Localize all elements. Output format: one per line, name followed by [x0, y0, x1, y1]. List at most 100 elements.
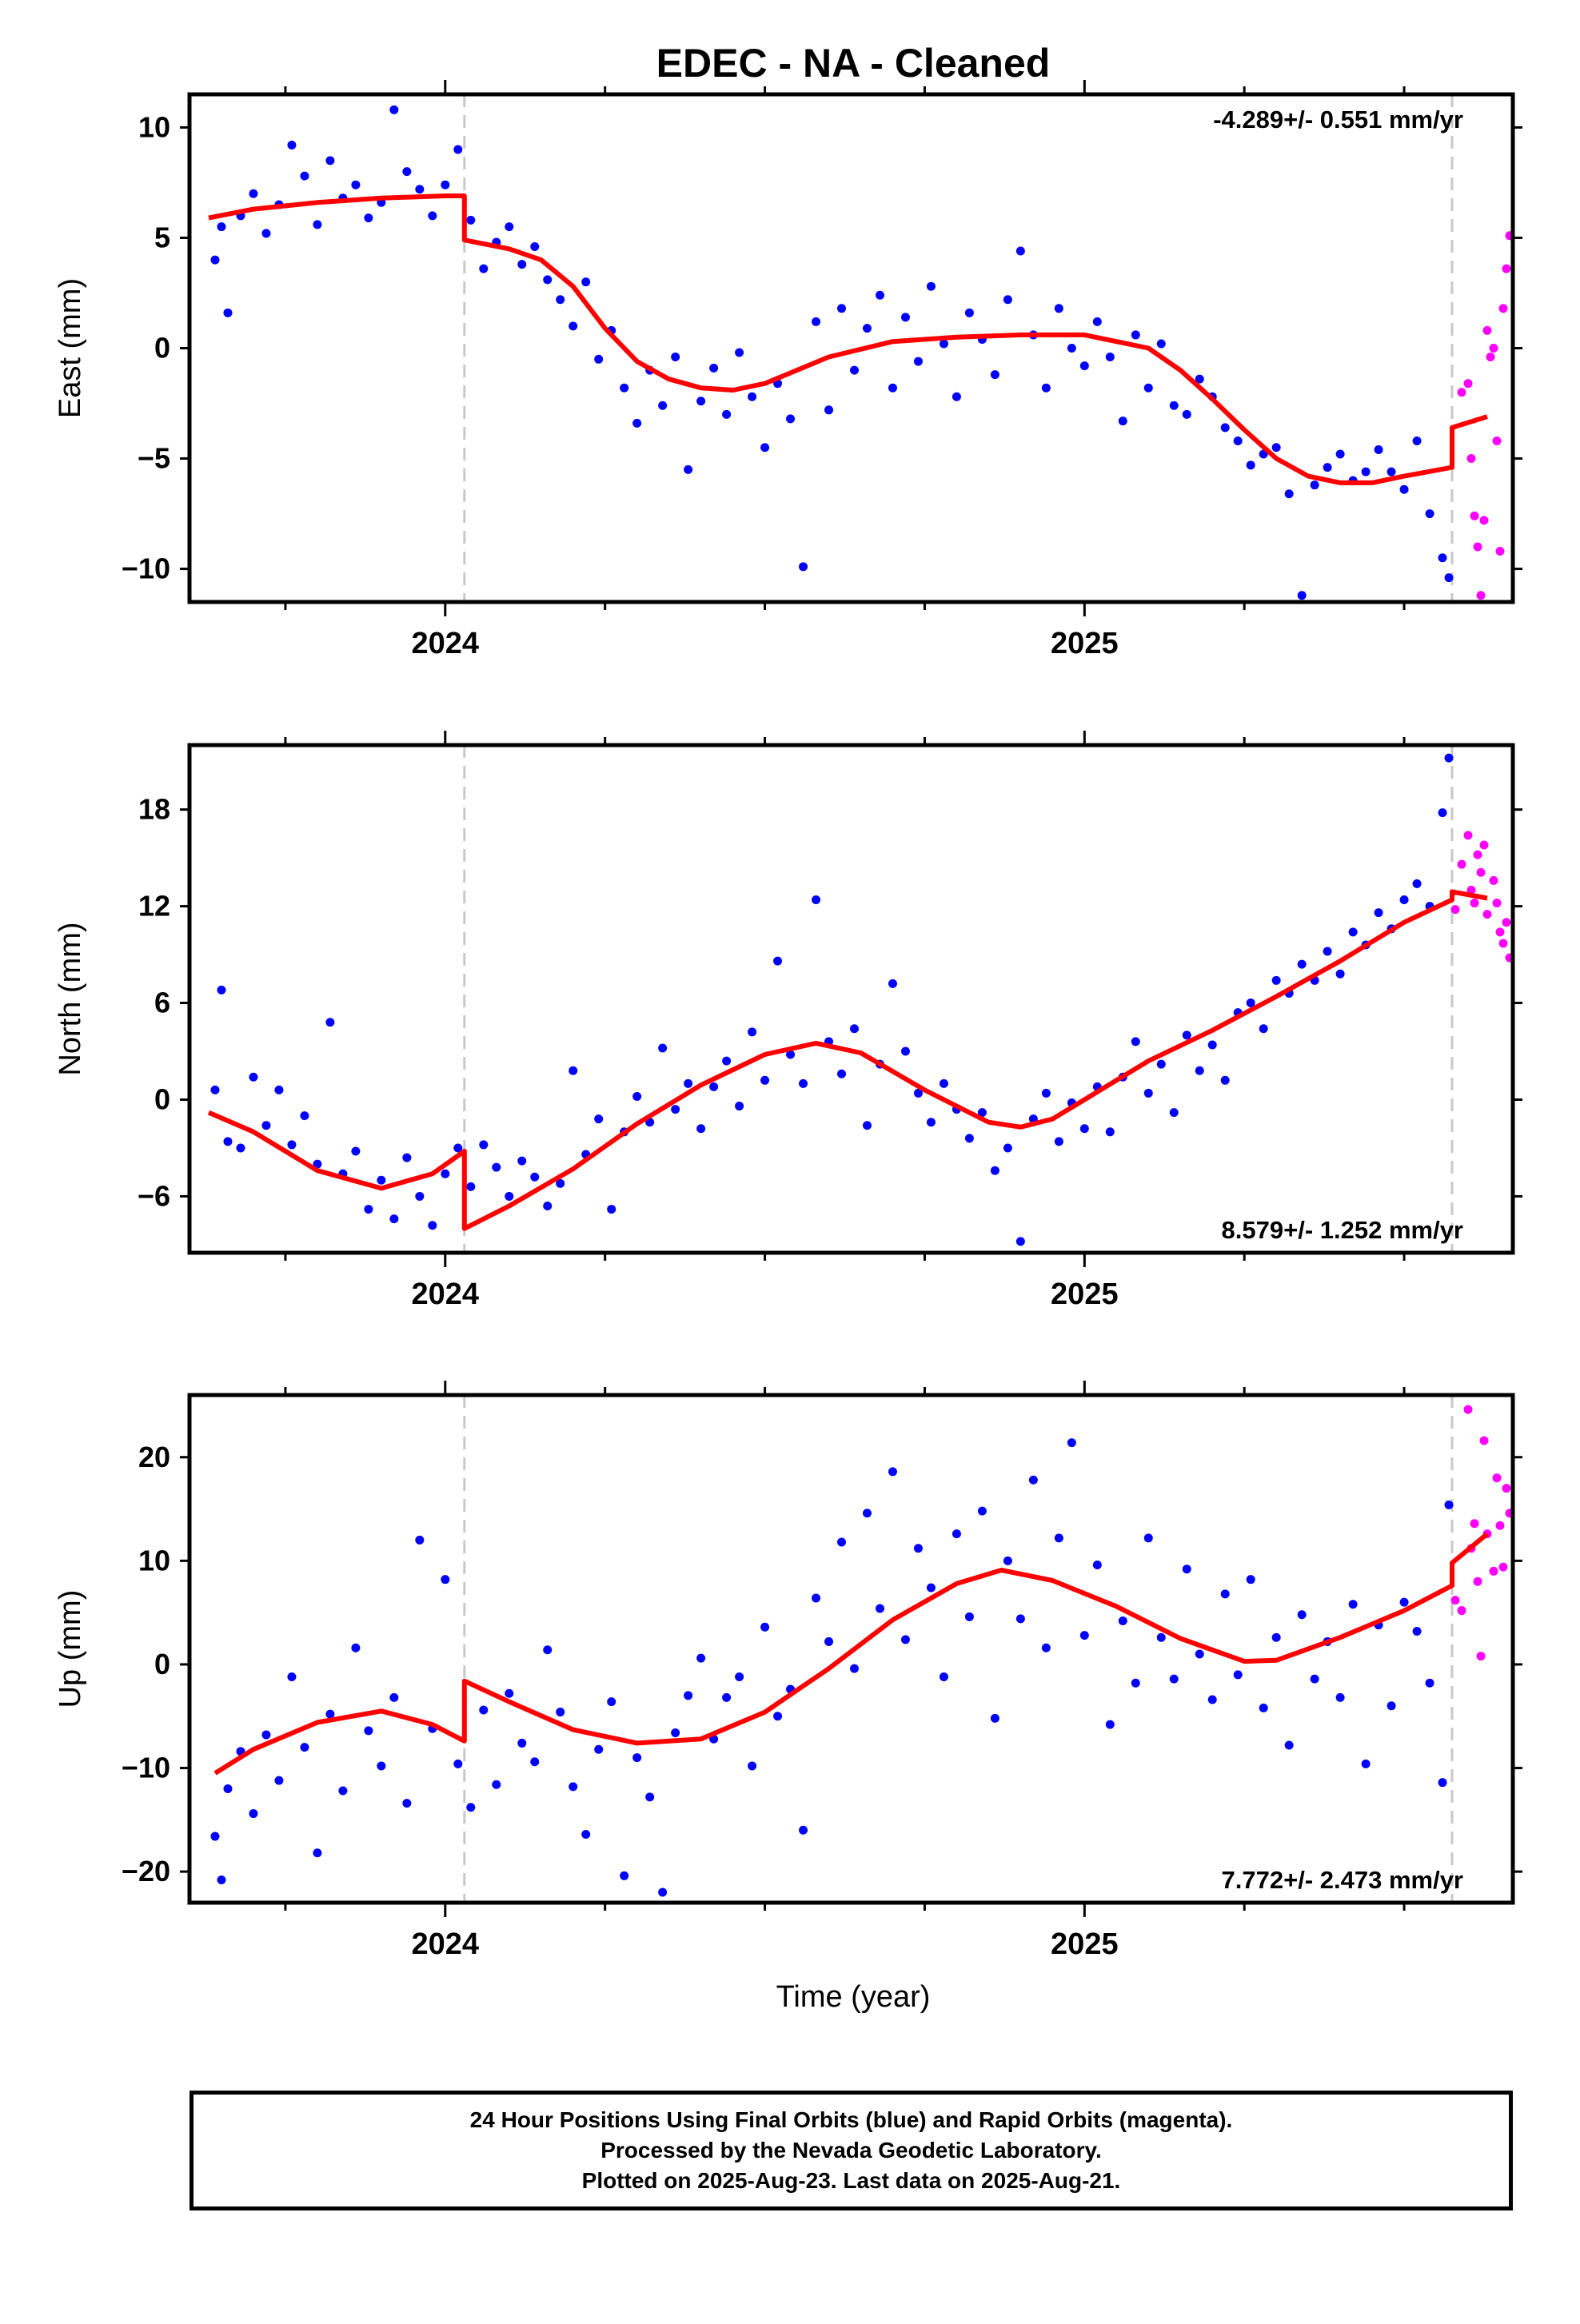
final-orbit-point — [402, 167, 412, 177]
final-orbit-point — [1444, 573, 1454, 583]
final-orbit-point — [1207, 1040, 1217, 1050]
x-tick-label: 2025 — [1051, 1278, 1119, 1311]
final-orbit-point — [837, 1537, 847, 1547]
final-orbit-point — [696, 1124, 706, 1134]
final-orbit-point — [722, 409, 732, 419]
final-orbit-point — [1348, 1600, 1358, 1609]
rapid-orbit-point — [1479, 516, 1489, 525]
final-orbit-point — [594, 354, 604, 364]
rapid-orbit-point — [1498, 939, 1508, 948]
final-orbit-point — [1284, 489, 1294, 499]
rapid-orbit-point — [1495, 1521, 1505, 1530]
final-orbit-point — [300, 1111, 309, 1121]
final-orbit-point — [913, 357, 923, 366]
final-orbit-point — [402, 1153, 412, 1162]
final-orbit-point — [926, 1583, 936, 1593]
final-orbit-point — [1444, 753, 1454, 763]
panel-up: −20 −10 0 10 20 2024 2025 Up (mm) 7.772+/- 2.473… — [54, 1381, 1522, 1961]
final-orbit-point — [1003, 1556, 1012, 1565]
final-orbit-point — [415, 1191, 425, 1201]
final-orbit-point — [862, 1121, 872, 1130]
final-orbit-point — [849, 1664, 859, 1673]
final-orbit-point — [223, 1784, 233, 1793]
final-orbit-point — [607, 1697, 616, 1707]
rapid-orbit-point — [1489, 875, 1498, 885]
model-fit-line — [207, 889, 1488, 1231]
rate-label-up: 7.772+/- 2.473 mm/yr — [1222, 1866, 1463, 1894]
x-tick-label: 2024 — [412, 1927, 480, 1961]
final-orbit-point — [377, 1175, 386, 1185]
final-orbit-point — [402, 1799, 412, 1808]
final-orbit-point — [990, 1713, 999, 1723]
final-orbit-point — [607, 1205, 616, 1214]
final-orbit-point — [888, 1467, 897, 1477]
final-orbit-point — [1131, 330, 1140, 340]
final-orbit-point — [939, 1078, 948, 1088]
final-orbit-point — [658, 401, 668, 410]
final-orbit-point — [1015, 1614, 1025, 1624]
rapid-orbit-point — [1502, 1484, 1511, 1493]
rapid-orbit-point — [1473, 1577, 1482, 1586]
final-orbit-point — [939, 1672, 948, 1681]
final-orbit-point — [364, 1726, 373, 1736]
final-orbit-point — [1118, 1616, 1127, 1626]
final-orbit-point — [1399, 484, 1409, 494]
final-orbit-point — [389, 105, 399, 114]
final-orbit-point — [1118, 417, 1127, 426]
rapid-orbit-point — [1489, 344, 1498, 353]
x-tick-label: 2025 — [1051, 627, 1119, 660]
final-orbit-point — [773, 1712, 783, 1721]
final-orbit-point — [1015, 1237, 1025, 1246]
final-orbit-point — [389, 1214, 399, 1224]
plot-area-up — [210, 1405, 1513, 1897]
y-axis-label-east: East (mm) — [54, 278, 87, 418]
panel-frame — [187, 743, 1515, 1255]
final-orbit-point — [952, 1529, 961, 1539]
final-orbit-point — [645, 1792, 655, 1802]
final-orbit-point — [812, 895, 821, 905]
rapid-orbit-point — [1482, 325, 1492, 335]
final-orbit-point — [338, 1786, 348, 1796]
final-orbit-point — [466, 1803, 476, 1812]
final-orbit-point — [505, 1688, 514, 1698]
final-orbit-point — [1131, 1037, 1140, 1046]
final-orbit-point — [441, 1169, 450, 1178]
final-orbit-point — [862, 324, 872, 333]
y-tick-label: 10 — [138, 1544, 170, 1577]
final-orbit-point — [1335, 449, 1345, 459]
plot-area-north — [207, 753, 1513, 1246]
final-orbit-point — [1054, 1533, 1063, 1543]
final-orbit-point — [632, 1091, 642, 1101]
final-orbit-point — [1156, 1632, 1166, 1642]
final-orbit-point — [709, 1082, 719, 1091]
final-orbit-point — [1399, 895, 1409, 905]
final-orbit-point — [1220, 1589, 1230, 1599]
final-orbit-point — [620, 1871, 629, 1880]
final-orbit-point — [1412, 1626, 1422, 1636]
final-orbit-point — [1386, 467, 1396, 476]
final-orbit-point — [888, 383, 897, 393]
final-orbit-point — [632, 418, 642, 428]
final-orbit-point — [466, 1182, 476, 1191]
final-orbit-point — [888, 979, 897, 988]
final-orbit-point — [849, 365, 859, 375]
final-orbit-point — [913, 1544, 923, 1553]
final-orbit-point — [799, 1078, 808, 1088]
final-orbit-point — [684, 1691, 693, 1700]
rapid-orbit-point — [1457, 1606, 1466, 1616]
final-orbit-point — [517, 1738, 527, 1748]
final-orbit-point — [351, 1146, 361, 1156]
model-fit-line — [208, 193, 1488, 485]
final-orbit-point — [287, 1672, 297, 1681]
final-orbit-point — [1438, 808, 1447, 818]
model-fit-line — [213, 1532, 1489, 1776]
y-tick-label: 6 — [154, 987, 170, 1019]
final-orbit-point — [543, 1202, 553, 1211]
final-orbit-point — [223, 1137, 233, 1146]
final-orbit-point — [249, 1809, 258, 1819]
final-orbit-point — [569, 321, 578, 331]
final-orbit-point — [1182, 409, 1191, 419]
y-tick-label: 18 — [138, 793, 170, 826]
final-orbit-point — [939, 339, 948, 349]
final-orbit-point — [261, 1121, 271, 1130]
